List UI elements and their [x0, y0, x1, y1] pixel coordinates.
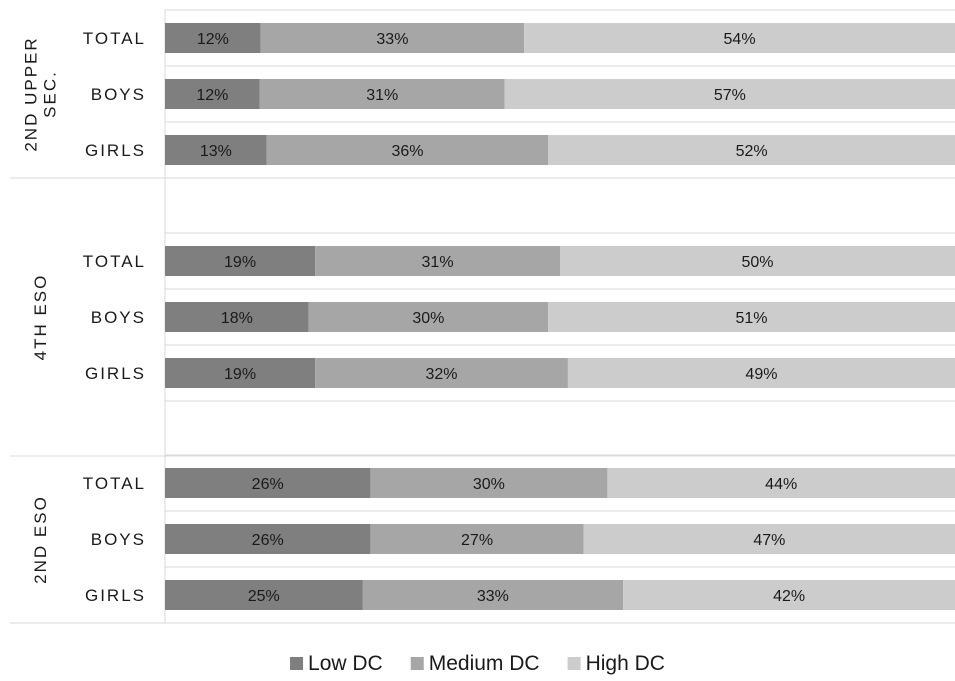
- data-label-low-dc-2nd-eso-total: 26%: [252, 476, 284, 493]
- bar-segment-medium-dc-2nd-upper-sec-total: [260, 23, 525, 53]
- data-label-low-dc-2nd-upper-sec-boys: 12%: [196, 87, 228, 104]
- data-label-medium-dc-2nd-eso-total: 30%: [473, 476, 505, 493]
- data-label-low-dc-4th-eso-girls: 19%: [224, 366, 256, 383]
- category-label-4th-eso-girls: GIRLS: [85, 364, 146, 383]
- bar-segment-high-dc-2nd-eso-boys: [583, 524, 955, 554]
- category-label-4th-eso-boys: BOYS: [91, 308, 146, 327]
- bar-segment-low-dc-2nd-upper-sec-total: [165, 23, 261, 53]
- category-label-2nd-eso-girls: GIRLS: [85, 586, 146, 605]
- data-label-medium-dc-2nd-eso-girls: 33%: [477, 588, 509, 605]
- group-label-2nd-eso: 2ND ESO: [31, 495, 50, 584]
- category-label-2nd-upper-sec-girls: GIRLS: [85, 141, 146, 160]
- data-label-high-dc-2nd-eso-boys: 47%: [753, 532, 785, 549]
- bar-segment-high-dc-4th-eso-girls: [567, 358, 955, 388]
- data-label-low-dc-2nd-eso-girls: 25%: [248, 588, 280, 605]
- bar-segment-high-dc-4th-eso-boys: [548, 302, 955, 332]
- data-label-medium-dc-4th-eso-total: 31%: [422, 254, 454, 271]
- data-label-low-dc-2nd-upper-sec-total: 12%: [197, 31, 229, 48]
- category-label-2nd-upper-sec-total: TOTAL: [83, 29, 146, 48]
- data-label-low-dc-4th-eso-total: 19%: [224, 254, 256, 271]
- bar-segment-medium-dc-4th-eso-boys: [308, 302, 549, 332]
- bar-segment-high-dc-4th-eso-total: [560, 246, 955, 276]
- bar-segment-high-dc-2nd-eso-girls: [623, 580, 955, 610]
- legend-label-medium-dc: Medium DC: [429, 652, 540, 675]
- bar-segment-medium-dc-2nd-eso-boys: [370, 524, 584, 554]
- bar-segment-high-dc-2nd-upper-sec-boys: [504, 79, 955, 109]
- bar-segment-medium-dc-2nd-eso-girls: [362, 580, 624, 610]
- legend: Low DC Medium DC High DC: [290, 652, 665, 675]
- legend-label-low-dc: Low DC: [308, 652, 383, 675]
- category-label-2nd-eso-total: TOTAL: [83, 474, 146, 493]
- data-label-low-dc-4th-eso-boys: 18%: [221, 310, 253, 327]
- bar-segment-low-dc-4th-eso-boys: [165, 302, 309, 332]
- data-label-high-dc-4th-eso-boys: 51%: [735, 310, 767, 327]
- data-label-medium-dc-4th-eso-boys: 30%: [412, 310, 444, 327]
- data-label-high-dc-2nd-upper-sec-boys: 57%: [714, 87, 746, 104]
- legend-swatch-low-dc: [290, 657, 304, 670]
- data-label-high-dc-2nd-eso-total: 44%: [765, 476, 797, 493]
- data-label-medium-dc-2nd-upper-sec-total: 33%: [376, 31, 408, 48]
- category-label-2nd-eso-boys: BOYS: [91, 530, 146, 549]
- legend-label-high-dc: High DC: [586, 652, 665, 675]
- data-label-high-dc-2nd-upper-sec-total: 54%: [724, 31, 756, 48]
- bar-segment-low-dc-4th-eso-girls: [165, 358, 316, 388]
- data-label-medium-dc-4th-eso-girls: 32%: [425, 366, 457, 383]
- data-label-medium-dc-2nd-eso-boys: 27%: [461, 532, 493, 549]
- category-label-2nd-upper-sec-boys: BOYS: [91, 85, 146, 104]
- bar-segment-medium-dc-4th-eso-girls: [315, 358, 568, 388]
- bar-segment-low-dc-2nd-eso-total: [165, 468, 371, 498]
- data-label-high-dc-4th-eso-total: 50%: [741, 254, 773, 271]
- bar-segment-low-dc-2nd-upper-sec-boys: [165, 79, 260, 109]
- bar-segment-medium-dc-2nd-eso-total: [370, 468, 608, 498]
- data-label-low-dc-2nd-upper-sec-girls: 13%: [200, 143, 232, 160]
- bar-segment-medium-dc-2nd-upper-sec-girls: [266, 135, 549, 165]
- bar-segment-low-dc-2nd-upper-sec-girls: [165, 135, 267, 165]
- data-label-medium-dc-2nd-upper-sec-girls: 36%: [391, 143, 423, 160]
- bar-segment-medium-dc-2nd-upper-sec-boys: [259, 79, 505, 109]
- data-label-high-dc-4th-eso-girls: 49%: [745, 366, 777, 383]
- bar-segment-high-dc-2nd-upper-sec-girls: [548, 135, 955, 165]
- data-label-medium-dc-2nd-upper-sec-boys: 31%: [366, 87, 398, 104]
- group-label-4th-eso: 4TH ESO: [31, 274, 50, 361]
- legend-swatch-high-dc: [567, 657, 581, 670]
- bar-segment-high-dc-2nd-eso-total: [607, 468, 955, 498]
- group-label-2nd-upper-sec: 2ND UPPERSEC.: [22, 36, 60, 151]
- labels-layer: 2ND UPPERSEC. TOTAL 12% 33% 54% BOYS 12% 31% 57%…: [22, 29, 806, 605]
- bars-layer: [165, 23, 955, 610]
- bar-segment-low-dc-2nd-eso-boys: [165, 524, 371, 554]
- legend-swatch-medium-dc: [410, 657, 424, 670]
- bar-segment-low-dc-2nd-eso-girls: [165, 580, 363, 610]
- bar-segment-high-dc-2nd-upper-sec-total: [524, 23, 955, 53]
- data-label-high-dc-2nd-eso-girls: 42%: [773, 588, 805, 605]
- category-label-4th-eso-total: TOTAL: [83, 252, 146, 271]
- bar-segment-medium-dc-4th-eso-total: [315, 246, 560, 276]
- data-label-high-dc-2nd-upper-sec-girls: 52%: [736, 143, 768, 160]
- data-label-low-dc-2nd-eso-boys: 26%: [252, 532, 284, 549]
- bar-segment-low-dc-4th-eso-total: [165, 246, 316, 276]
